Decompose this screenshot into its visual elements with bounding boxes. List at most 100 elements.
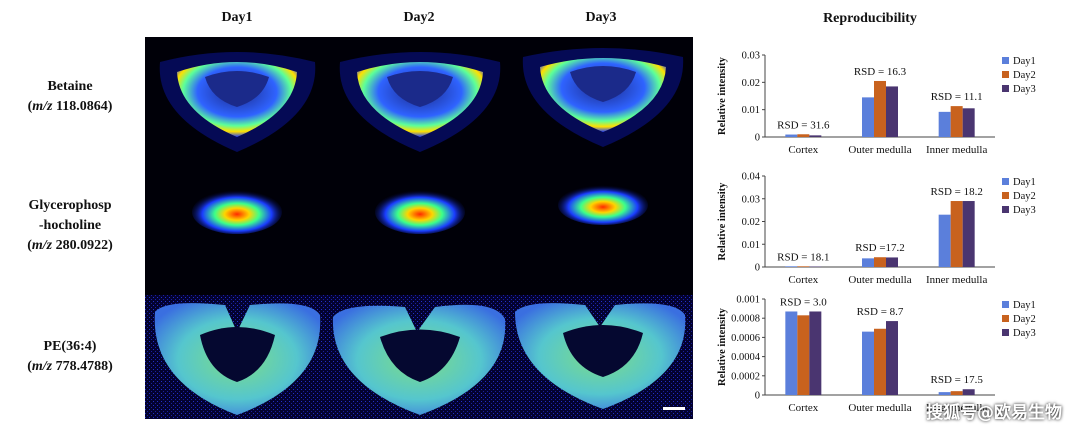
bar-day2 <box>874 80 886 137</box>
y-axis-label: Relative intensity <box>717 56 728 135</box>
pe-day2-image <box>332 304 506 415</box>
betaine-day2-image <box>339 52 501 152</box>
mz-prefix: m/z <box>31 238 53 253</box>
rsd-annotation: RSD = 17.5 <box>930 374 983 386</box>
bar-day1 <box>785 266 798 267</box>
pe-day1-image <box>154 303 321 415</box>
row-name-line2: -hocholine <box>38 218 102 233</box>
row-label-betaine: Betaine (m/z 118.0864) <box>0 77 140 117</box>
y-tick-label: 0.01 <box>742 240 760 251</box>
row-mz: (m/z 280.0922) <box>27 238 113 253</box>
row-name: Betaine <box>47 79 93 94</box>
mz-value: 778.4788 <box>55 359 109 374</box>
legend-swatch <box>1002 301 1009 308</box>
bar-day3 <box>809 266 822 268</box>
y-tick-label: 0 <box>755 263 760 274</box>
rsd-annotation: RSD = 8.7 <box>857 306 904 318</box>
reproducibility-title: Reproducibility <box>823 11 917 26</box>
y-tick-label: 0.01 <box>742 105 760 116</box>
scale-bar <box>663 407 685 410</box>
legend-label: Day2 <box>1013 191 1036 202</box>
legend-label: Day2 <box>1013 314 1036 325</box>
bar-day1 <box>938 214 951 267</box>
rsd-annotation: RSD = 3.0 <box>780 296 827 308</box>
bar-day3 <box>886 257 898 267</box>
mz-value: 118.0864 <box>56 99 108 114</box>
y-tick-label: 0.02 <box>742 217 760 228</box>
bar-day3 <box>962 389 975 395</box>
y-tick-label: 0.02 <box>742 78 760 89</box>
category-label: Inner medulla <box>926 144 988 156</box>
ms-images <box>145 48 693 419</box>
row-mz: (m/z 778.4788) <box>27 359 113 374</box>
ms-imaging-panel <box>145 37 693 419</box>
mz-prefix: m/z <box>32 99 53 114</box>
bar-day2 <box>950 106 963 137</box>
legend-swatch <box>1002 178 1009 185</box>
bar-day3 <box>809 311 822 395</box>
y-tick-label: 0.04 <box>742 172 761 183</box>
bar-day3 <box>886 86 898 137</box>
legend-label: Day3 <box>1013 328 1036 339</box>
rsd-annotation: RSD = 16.3 <box>854 66 907 78</box>
category-label: Cortex <box>788 402 818 414</box>
y-tick-label: 0.001 <box>736 295 760 306</box>
bar-day1 <box>862 331 874 395</box>
legend-label: Day3 <box>1013 84 1036 95</box>
category-label: Inner medulla <box>926 402 988 414</box>
y-tick-label: 0 <box>755 391 760 402</box>
y-axis-label: Relative intensity <box>717 182 728 261</box>
y-tick-label: 0.0004 <box>731 352 761 363</box>
bar-day2 <box>797 266 810 267</box>
bar-day2 <box>950 201 963 267</box>
bar-day1 <box>862 97 874 137</box>
legend-label: Day1 <box>1013 177 1036 188</box>
legend-swatch <box>1002 206 1009 213</box>
category-label: Cortex <box>788 144 818 156</box>
bar-day1 <box>785 134 798 137</box>
row-label-glycerophosphocholine: Glycerophosp -hocholine (m/z 280.0922) <box>0 196 140 256</box>
chart-1: 0 0.01 0.02 0.03 Relative intensity Cortex RSD… <box>717 51 1036 157</box>
bar-day1 <box>862 258 874 267</box>
category-label: Inner medulla <box>926 274 988 286</box>
mz-value: 280.0922 <box>55 238 109 253</box>
betaine-day1-image <box>159 52 316 152</box>
category-label: Outer medulla <box>848 274 911 286</box>
rsd-annotation: RSD =17.2 <box>855 242 905 254</box>
legend-label: Day1 <box>1013 300 1036 311</box>
bar-day1 <box>938 111 951 137</box>
bar-day2 <box>874 328 886 395</box>
gpc-day3-image <box>558 185 648 225</box>
legend-swatch <box>1002 315 1009 322</box>
bar-day1 <box>785 311 798 395</box>
y-tick-label: 0.0008 <box>731 314 760 325</box>
legend-swatch <box>1002 85 1009 92</box>
column-header-day2: Day2 <box>403 10 435 25</box>
y-tick-label: 0.0006 <box>731 333 760 344</box>
row-mz: (m/z 118.0864) <box>27 99 113 114</box>
chart-3: 0 0.0002 0.0004 0.0006 0.0008 0.001 Relative i… <box>717 295 1036 415</box>
row-name-line1: Glycerophosp <box>28 198 112 213</box>
bar-day3 <box>962 108 975 137</box>
pe-day3-image <box>515 303 686 409</box>
bar-day3 <box>809 135 822 137</box>
column-header-day3: Day3 <box>585 10 617 25</box>
row-name: PE(36:4) <box>43 339 97 354</box>
bar-day2 <box>950 391 963 395</box>
gpc-day1-image <box>192 190 282 234</box>
legend-label: Day3 <box>1013 205 1036 216</box>
betaine-day3-image <box>522 48 684 147</box>
legend-swatch <box>1002 71 1009 78</box>
category-label: Outer medulla <box>848 402 911 414</box>
category-label: Outer medulla <box>848 144 911 156</box>
rsd-annotation: RSD = 18.1 <box>777 251 829 263</box>
mz-prefix: m/z <box>31 359 53 374</box>
bar-day3 <box>962 201 975 267</box>
legend-label: Day1 <box>1013 56 1036 67</box>
y-tick-label: 0.03 <box>742 51 760 62</box>
y-tick-label: 0.0002 <box>731 371 760 382</box>
gpc-day2-image <box>375 190 465 234</box>
bar-day2 <box>797 134 810 137</box>
y-tick-label: 0 <box>755 133 760 144</box>
bar-day2 <box>874 257 886 267</box>
